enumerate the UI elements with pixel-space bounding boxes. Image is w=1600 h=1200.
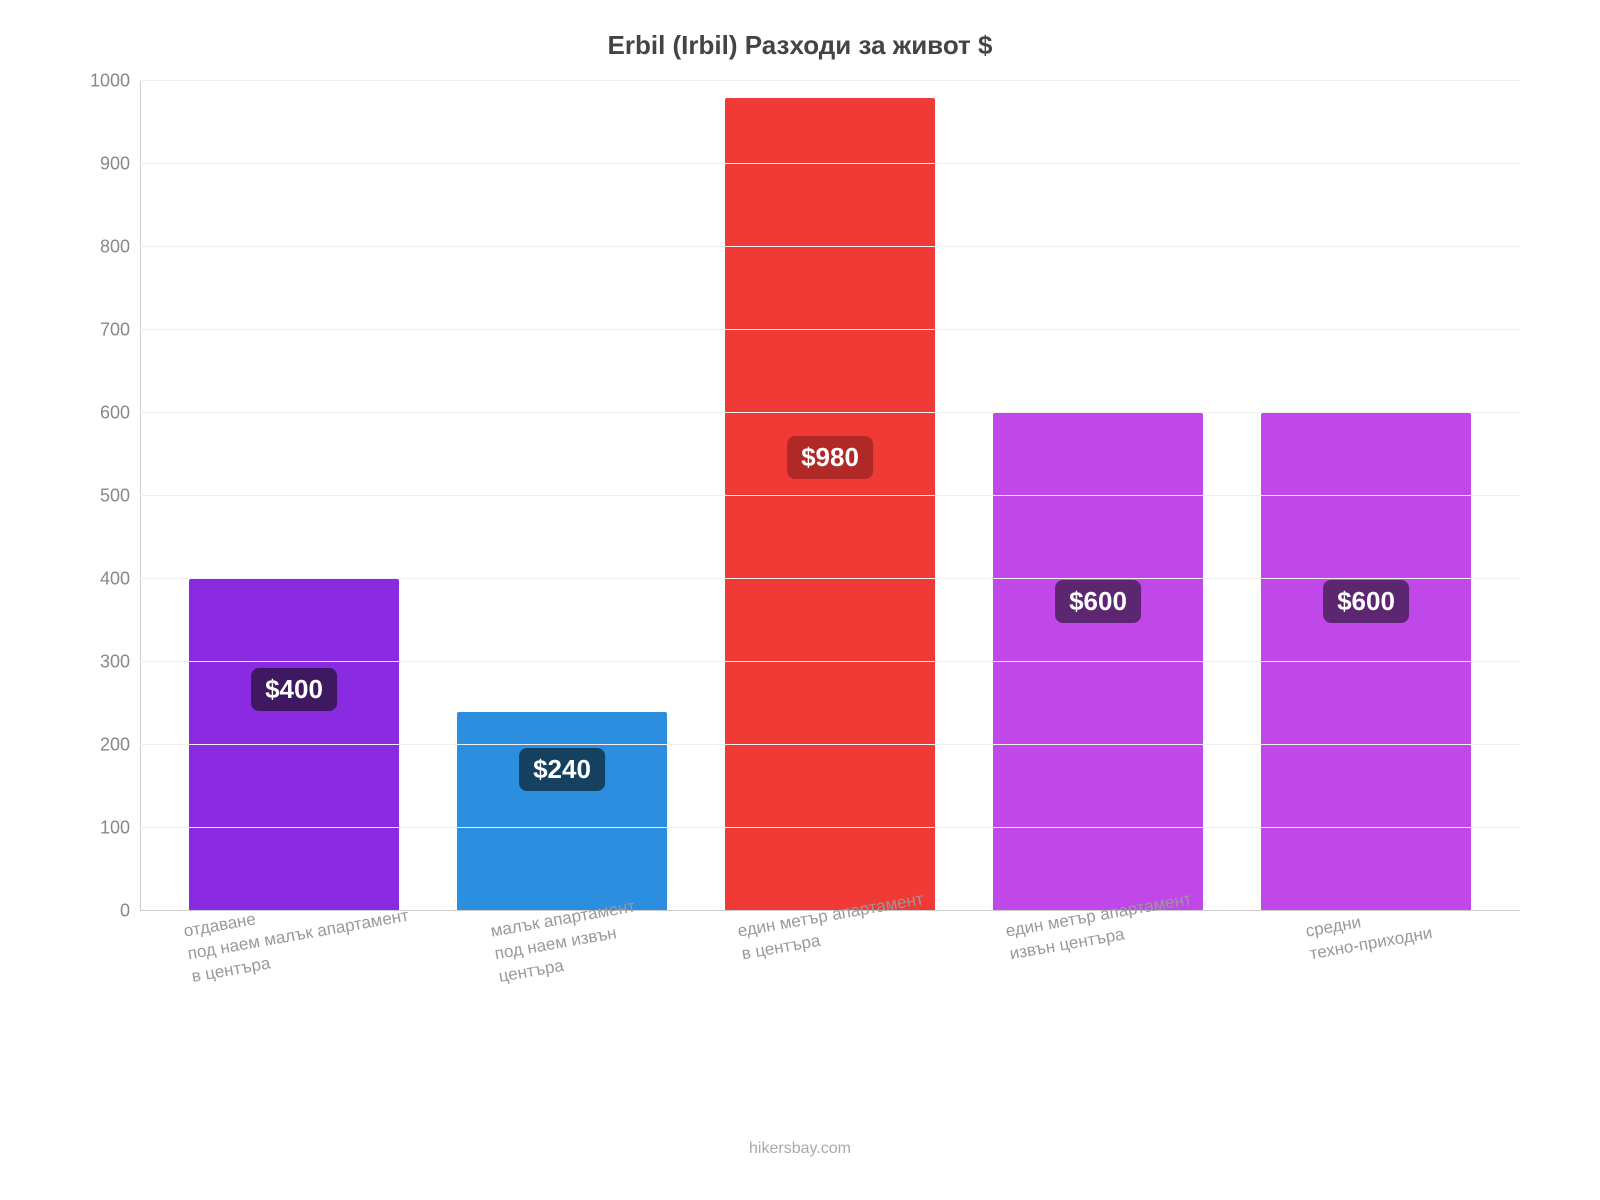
x-label: малък апартамент под наем извън центъра <box>428 921 696 990</box>
y-tick-label: 600 <box>80 403 130 424</box>
bars-container: $400 $240 $980 $600 $600 <box>140 81 1520 911</box>
y-tick-label: 700 <box>80 320 130 341</box>
gridline <box>140 661 1520 662</box>
x-labels-container: отдаване под наем малък апартамент в цен… <box>140 911 1520 990</box>
y-tick-label: 300 <box>80 652 130 673</box>
y-tick-label: 0 <box>80 901 130 922</box>
bar-value-label: $980 <box>787 436 873 479</box>
y-tick-label: 100 <box>80 818 130 839</box>
bar-slot: $600 <box>1232 81 1500 911</box>
y-tick-label: 400 <box>80 569 130 590</box>
bar-slot: $240 <box>428 81 696 911</box>
bar: $600 <box>993 413 1202 911</box>
bar-value-label: $600 <box>1323 580 1409 623</box>
y-tick-label: 1000 <box>80 71 130 92</box>
y-tick-label: 900 <box>80 154 130 175</box>
x-label: средни техно-приходни <box>1232 921 1500 990</box>
gridline <box>140 578 1520 579</box>
gridline <box>140 163 1520 164</box>
gridline <box>140 744 1520 745</box>
x-label: един метър апартамент в центъра <box>696 921 964 990</box>
bar: $400 <box>189 579 398 911</box>
x-label-text: средни техно-приходни <box>1304 899 1438 988</box>
gridline <box>140 412 1520 413</box>
attribution: hikersbay.com <box>60 1140 1540 1158</box>
bar: $240 <box>457 712 666 911</box>
bar-slot: $600 <box>964 81 1232 911</box>
bar-value-label: $400 <box>251 668 337 711</box>
gridline <box>140 246 1520 247</box>
y-tick-label: 800 <box>80 237 130 258</box>
chart-container: Erbil (Irbil) Разходи за живот $ $400 $24… <box>0 0 1600 1200</box>
y-tick-label: 200 <box>80 735 130 756</box>
bar-value-label: $240 <box>519 748 605 791</box>
bar-value-label: $600 <box>1055 580 1141 623</box>
bar: $600 <box>1261 413 1470 911</box>
gridline <box>140 80 1520 81</box>
gridline <box>140 827 1520 828</box>
x-label: отдаване под наем малък апартамент в цен… <box>160 921 428 990</box>
plot-area: $400$240$980$600$600 0100200300400500600… <box>140 81 1520 911</box>
bar: $980 <box>725 98 934 911</box>
bar-slot: $400 <box>160 81 428 911</box>
bar-slot: $980 <box>696 81 964 911</box>
gridline <box>140 329 1520 330</box>
gridline <box>140 495 1520 496</box>
y-tick-label: 500 <box>80 486 130 507</box>
x-label: един метър апартамент извън центъра <box>964 921 1232 990</box>
chart-title: Erbil (Irbil) Разходи за живот $ <box>60 30 1540 61</box>
